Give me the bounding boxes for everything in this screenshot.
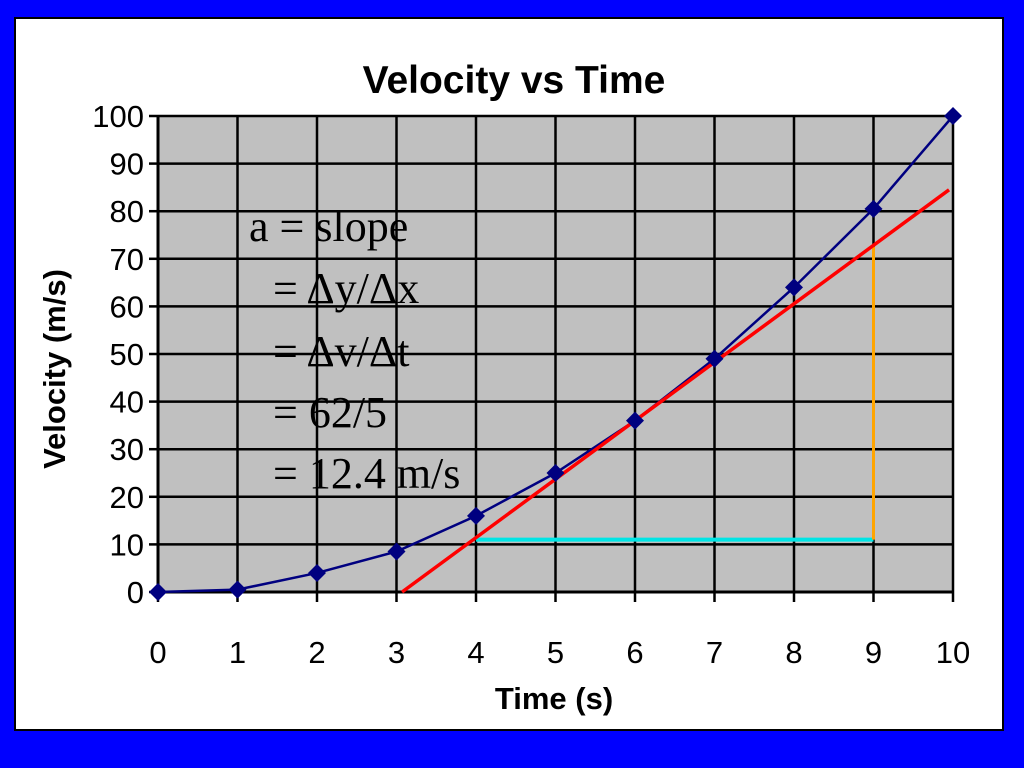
y-tick-label: 0 — [127, 575, 144, 610]
slope-helpers — [476, 246, 875, 542]
x-tick-label: 2 — [308, 635, 325, 670]
y-tick-label: 70 — [110, 242, 144, 277]
data-point-marker — [626, 411, 644, 430]
data-point-marker — [705, 349, 724, 368]
x-tick-label: 10 — [936, 635, 970, 670]
x-tick-label: 4 — [467, 635, 484, 670]
x-tick-label: 0 — [149, 635, 166, 670]
chart-title: Velocity vs Time — [363, 59, 666, 102]
data-point-marker — [308, 563, 326, 582]
y-tick-label: 30 — [110, 432, 144, 467]
annotation-line: = 62/5 — [273, 388, 387, 437]
y-tick-label: 50 — [110, 337, 144, 372]
data-point-marker — [546, 464, 565, 482]
x-tick-label: 9 — [865, 635, 882, 670]
x-tick-labels: 0 1 2 3 4 5 6 7 8 9 10 — [149, 635, 970, 670]
velocity-time-chart: 0 10 20 30 40 50 60 70 80 90 100 0 1 2 3 4 5 6 7 8 9 10 Velo… — [37, 59, 970, 716]
data-point-marker — [467, 506, 485, 525]
x-tick-label: 5 — [547, 635, 564, 670]
annotation-line: a = slope — [249, 202, 408, 251]
y-tick-label: 10 — [110, 527, 144, 562]
y-tick-label: 40 — [110, 385, 144, 420]
y-tick-label: 20 — [110, 480, 144, 515]
slope-annotation: a = slope = Δy/Δx = Δv/Δt = 62/5 = 12.4 … — [249, 202, 460, 498]
grid-lines — [156, 114, 955, 594]
y-tick-label: 60 — [110, 289, 144, 324]
y-tick-label: 80 — [110, 194, 144, 229]
x-tick-label: 8 — [785, 635, 802, 670]
data-point-marker — [387, 542, 406, 561]
data-point-marker — [864, 199, 883, 218]
y-tick-label: 90 — [110, 147, 144, 182]
x-tick-label: 1 — [229, 635, 246, 670]
data-point-marker — [149, 583, 167, 601]
x-tick-label: 3 — [388, 635, 405, 670]
x-tick-label: 6 — [626, 635, 643, 670]
y-axis-title: Velocity (m/s) — [37, 269, 72, 469]
tangent-line — [401, 188, 951, 594]
x-axis-title: Time (s) — [495, 681, 613, 716]
data-point-marker — [785, 278, 803, 297]
annotation-line: = 12.4 m/s — [273, 449, 460, 498]
y-tick-labels: 0 10 20 30 40 50 60 70 80 90 100 — [92, 99, 144, 610]
data-series — [149, 107, 962, 601]
data-point-marker — [228, 580, 247, 599]
data-point-marker — [944, 107, 962, 125]
annotation-line: = Δy/Δx — [273, 264, 419, 313]
slide-panel: 0 10 20 30 40 50 60 70 80 90 100 0 1 2 3 4 5 6 7 8 9 10 Velo… — [14, 17, 1004, 731]
x-tick-label: 7 — [706, 635, 723, 670]
annotation-line: = Δv/Δt — [273, 327, 409, 376]
y-tick-label: 100 — [92, 99, 144, 134]
